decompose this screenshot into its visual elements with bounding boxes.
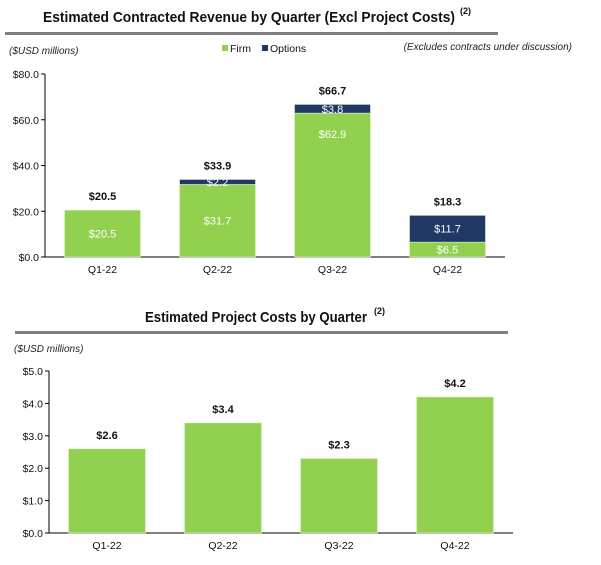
x-tick-label: Q2-22 [203,264,232,276]
revenue-chart: Estimated Contracted Revenue by Quarter … [5,6,572,276]
y-tick-label: $2.0 [23,463,44,475]
bar-value-label: $11.7 [434,224,461,236]
bar-value-label: $2.2 [207,177,228,189]
bar-value-label: $2.6 [96,430,117,442]
x-tick-label: Q4-22 [440,540,469,552]
y-tick-label: $80.0 [13,69,39,81]
bar-value-label: $20.5 [89,229,117,241]
x-tick-label: Q4-22 [433,264,462,276]
bar [68,448,146,534]
revenue-unit-label: ($USD millions) [9,46,78,57]
costs-unit-label: ($USD millions) [14,344,83,355]
bar-value-label: $62.9 [319,129,347,141]
x-tick-label: Q3-22 [318,264,347,276]
costs-chart: Estimated Project Costs by Quarter (2) (… [14,306,513,552]
bar [300,458,378,534]
y-tick-label: $40.0 [13,161,39,173]
title-rule [15,331,508,334]
bar [416,396,494,534]
x-tick-label: Q1-22 [92,540,121,552]
y-tick-label: $60.0 [13,115,39,127]
legend-options-label: Options [270,43,306,55]
costs-chart-title: Estimated Project Costs by Quarter [145,309,367,326]
bar-total-label: $20.5 [89,191,117,203]
bar-value-label: $2.3 [328,439,349,451]
bar-total-label: $33.9 [204,160,232,172]
legend-options-swatch [262,45,268,51]
y-tick-label: $20.0 [13,206,39,218]
x-tick-label: Q3-22 [324,540,353,552]
y-tick-label: $3.0 [23,431,44,443]
revenue-note: (Excludes contracts under discussion) [404,42,572,53]
y-tick-label: $4.0 [23,398,44,410]
bar [184,422,262,534]
title-rule [5,32,498,35]
bar-value-label: $6.5 [437,245,458,257]
bar-options [409,215,486,243]
y-tick-label: $0.0 [23,528,44,540]
costs-plot: $0.0 $1.0 $2.0 $3.0 $4.0 $5.0 Q1-22 Q2-22 Q3-22 Q… [23,366,513,552]
bar-firm [64,209,141,258]
legend-firm-swatch [222,45,228,51]
bar-value-label: $4.2 [444,378,465,390]
revenue-chart-title: Estimated Contracted Revenue by Quarter … [43,9,455,26]
y-tick-label: $5.0 [23,366,44,378]
bar-value-label: $3.8 [322,104,343,116]
costs-title-footnote: (2) [374,306,385,316]
y-tick-label: $1.0 [23,496,44,508]
bar-firm [179,184,256,258]
bar-value-label: $31.7 [204,216,232,228]
x-tick-label: Q1-22 [88,264,117,276]
x-tick-label: Q2-22 [208,540,237,552]
bar-total-label: $66.7 [319,85,347,97]
legend-firm-label: Firm [230,43,251,55]
bar-firm [294,112,371,258]
bar-total-label: $18.3 [434,196,462,208]
revenue-plot: $0.0 $20.0 $40.0 $60.0 $80.0 Q1-22 Q2-22 Q3-22 Q… [13,69,505,276]
revenue-title-footnote: (2) [460,6,471,16]
bar-options [294,104,371,114]
bar-value-label: $3.4 [212,404,234,416]
y-tick-label: $0.0 [19,252,40,264]
bar-options [179,179,256,185]
